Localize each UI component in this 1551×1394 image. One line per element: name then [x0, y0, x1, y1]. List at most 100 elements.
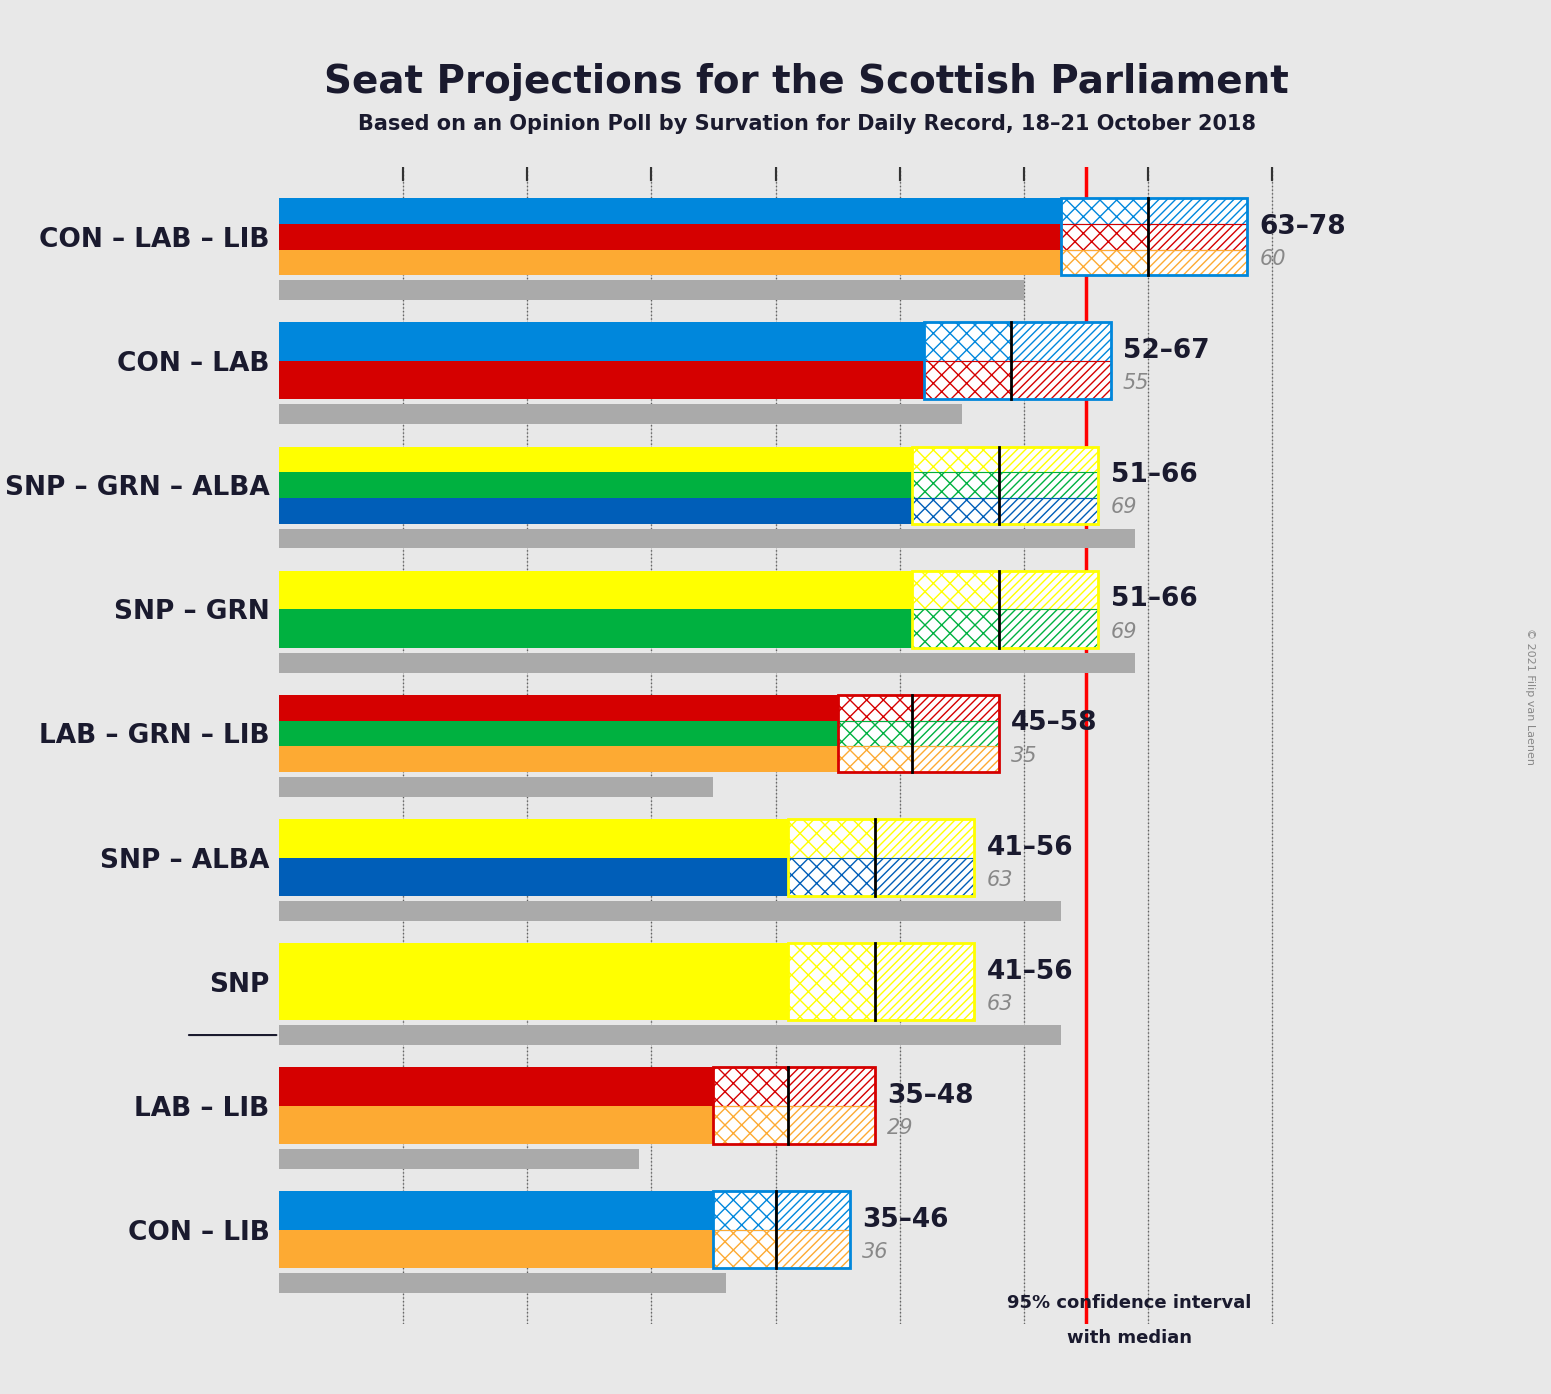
- Bar: [838, 694, 999, 772]
- Bar: [279, 746, 838, 772]
- Bar: [1061, 250, 1148, 275]
- Bar: [279, 224, 1061, 250]
- Bar: [1017, 1362, 1042, 1394]
- Bar: [279, 857, 788, 896]
- Bar: [912, 721, 999, 746]
- Bar: [1011, 361, 1111, 400]
- Bar: [279, 1192, 713, 1230]
- Bar: [999, 473, 1098, 498]
- Bar: [875, 820, 974, 857]
- Bar: [788, 820, 974, 896]
- Bar: [279, 901, 1061, 921]
- Bar: [279, 1025, 1061, 1046]
- Bar: [279, 776, 713, 797]
- Bar: [713, 1105, 788, 1144]
- Bar: [999, 498, 1098, 524]
- Text: with median: with median: [1067, 1328, 1191, 1347]
- Bar: [875, 944, 974, 1020]
- Bar: [986, 1362, 1017, 1394]
- Bar: [838, 721, 912, 746]
- Text: 95% confidence interval: 95% confidence interval: [1007, 1294, 1252, 1312]
- Bar: [279, 721, 838, 746]
- Text: 55: 55: [1123, 374, 1149, 393]
- Bar: [279, 1149, 639, 1170]
- Bar: [788, 1105, 875, 1144]
- Bar: [1061, 198, 1148, 224]
- Bar: [279, 609, 912, 648]
- Bar: [838, 746, 912, 772]
- Bar: [788, 820, 875, 857]
- Bar: [986, 1362, 1017, 1394]
- Bar: [999, 446, 1098, 473]
- Bar: [279, 652, 1135, 672]
- Text: 60: 60: [1259, 250, 1286, 269]
- Bar: [999, 570, 1098, 609]
- Bar: [875, 857, 974, 896]
- Bar: [279, 820, 788, 857]
- Bar: [986, 1362, 1042, 1394]
- Bar: [713, 1230, 776, 1269]
- Bar: [1017, 1362, 1042, 1394]
- Bar: [924, 1362, 986, 1394]
- Bar: [1148, 250, 1247, 275]
- Bar: [1148, 224, 1247, 250]
- Text: 51–66: 51–66: [1111, 463, 1197, 488]
- Bar: [279, 1230, 713, 1269]
- Text: © 2021 Filip van Laenen: © 2021 Filip van Laenen: [1526, 629, 1535, 765]
- Bar: [999, 609, 1098, 648]
- Bar: [279, 570, 912, 609]
- Bar: [875, 857, 974, 896]
- Bar: [912, 694, 999, 721]
- Bar: [788, 944, 974, 1020]
- Bar: [912, 498, 999, 524]
- Bar: [875, 820, 974, 857]
- Bar: [713, 1192, 776, 1230]
- Bar: [713, 1192, 776, 1230]
- Bar: [279, 944, 788, 1020]
- Bar: [912, 446, 1098, 524]
- Bar: [912, 446, 999, 473]
- Bar: [924, 322, 1111, 400]
- Bar: [713, 1230, 776, 1269]
- Text: 69: 69: [1111, 498, 1137, 517]
- Text: 35: 35: [1011, 746, 1038, 765]
- Bar: [999, 446, 1098, 473]
- Text: 35–48: 35–48: [887, 1083, 974, 1108]
- Bar: [713, 1105, 788, 1144]
- Bar: [912, 694, 999, 721]
- Bar: [1011, 322, 1111, 361]
- Text: 51–66: 51–66: [1111, 587, 1197, 612]
- Bar: [912, 473, 999, 498]
- Text: 41–56: 41–56: [986, 835, 1073, 860]
- Bar: [788, 820, 875, 857]
- Bar: [1148, 198, 1247, 224]
- Bar: [838, 694, 912, 721]
- Bar: [788, 1105, 875, 1144]
- Text: 29: 29: [887, 1118, 914, 1138]
- Bar: [1148, 198, 1247, 224]
- Bar: [912, 498, 999, 524]
- Bar: [279, 1273, 726, 1294]
- Bar: [788, 857, 875, 896]
- Bar: [912, 446, 999, 473]
- Text: 63: 63: [986, 994, 1013, 1013]
- Bar: [713, 1068, 788, 1105]
- Bar: [1061, 198, 1247, 275]
- Bar: [279, 1105, 713, 1144]
- Bar: [912, 746, 999, 772]
- Bar: [924, 322, 1011, 361]
- Text: 45–58: 45–58: [1011, 711, 1098, 736]
- Bar: [924, 361, 1011, 400]
- Bar: [912, 570, 1098, 648]
- Bar: [788, 1068, 875, 1105]
- Bar: [279, 322, 924, 361]
- Bar: [788, 1068, 875, 1105]
- Text: 69: 69: [1111, 622, 1137, 641]
- Bar: [912, 609, 999, 648]
- Bar: [776, 1230, 850, 1269]
- Bar: [713, 1192, 850, 1269]
- Text: 35–46: 35–46: [862, 1207, 949, 1234]
- Bar: [1061, 224, 1148, 250]
- Bar: [776, 1192, 850, 1230]
- Bar: [279, 446, 912, 473]
